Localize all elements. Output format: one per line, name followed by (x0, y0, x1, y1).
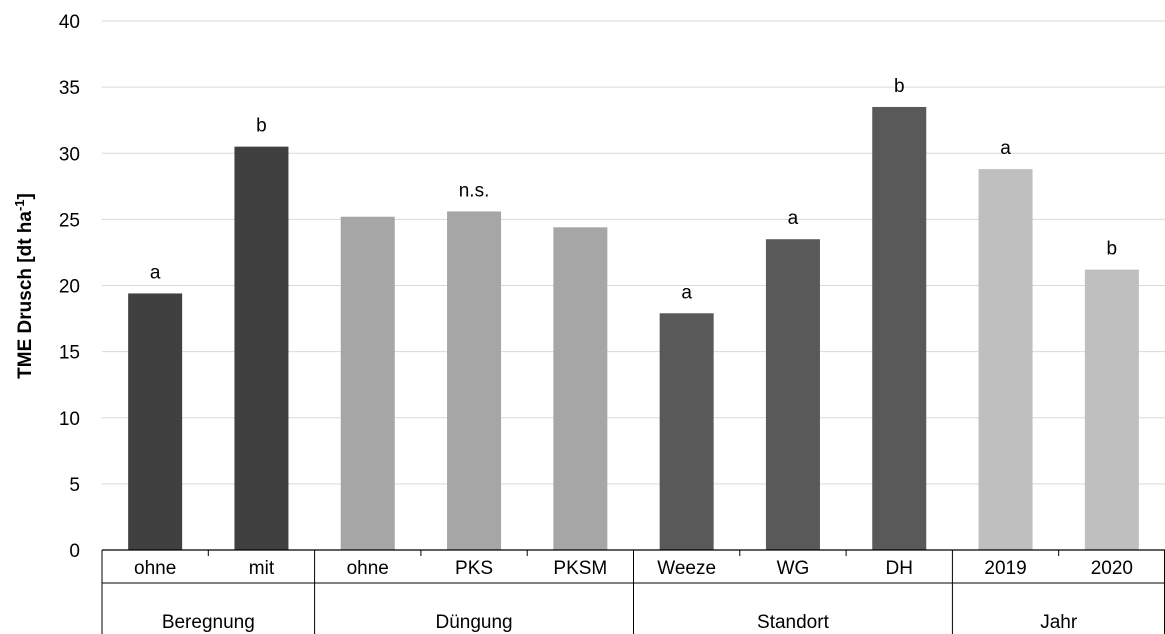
x-category-label: PKSM (553, 558, 607, 579)
x-group-label: Beregnung (162, 612, 255, 633)
y-tick-label: 10 (59, 409, 80, 430)
significance-label: a (1000, 138, 1011, 159)
y-tick-label: 40 (59, 12, 80, 33)
x-category-label: PKS (455, 558, 493, 579)
y-axis-label-superscript: -1 (12, 199, 27, 211)
x-category-label: DH (886, 558, 913, 579)
significance-label: a (681, 282, 692, 303)
x-group-label: Jahr (1040, 612, 1078, 633)
bar (128, 293, 183, 550)
y-tick-label: 20 (59, 277, 80, 298)
x-category-label: WG (777, 558, 810, 579)
bar (872, 106, 927, 551)
x-category-label: ohne (347, 558, 389, 579)
y-axis-ticks: 0 5 10 15 20 25 30 35 40 (59, 12, 80, 562)
x-axis-table: ohne mit Beregnung ohne PKS PKSM Düngung Weeze W… (101, 549, 1165, 634)
x-group-label: Düngung (435, 612, 512, 633)
y-tick-label: 0 (69, 541, 80, 562)
bars (128, 106, 1139, 551)
significance-labels: a b n.s. a a b a b (150, 76, 1117, 303)
bar (765, 239, 820, 550)
bar (340, 216, 395, 551)
x-category-label: 2020 (1091, 558, 1133, 579)
significance-label: a (788, 208, 799, 229)
y-tick-label: 5 (69, 475, 80, 496)
x-group-label: Standort (757, 612, 830, 633)
bar (447, 211, 502, 550)
x-category-label: mit (249, 558, 275, 579)
y-tick-label: 25 (59, 210, 80, 231)
y-tick-label: 15 (59, 343, 80, 364)
x-category-label: ohne (134, 558, 176, 579)
significance-label: a (150, 262, 161, 283)
x-category-label: Weeze (657, 558, 716, 579)
bar (1084, 269, 1139, 550)
significance-label: b (1107, 239, 1118, 260)
y-axis-label-end: ] (15, 193, 36, 199)
significance-label: b (256, 116, 267, 137)
bar (659, 313, 714, 550)
y-axis-label: TME Drusch [dt ha-1] (12, 193, 36, 379)
bar (234, 146, 289, 550)
y-tick-label: 30 (59, 144, 80, 165)
significance-label: n.s. (459, 180, 490, 201)
bar (553, 227, 608, 550)
significance-label: b (894, 76, 905, 97)
x-category-label: 2019 (984, 558, 1026, 579)
bar (978, 169, 1033, 550)
y-axis-label-main: TME Drusch [dt ha (15, 211, 36, 379)
y-tick-label: 35 (59, 78, 80, 99)
